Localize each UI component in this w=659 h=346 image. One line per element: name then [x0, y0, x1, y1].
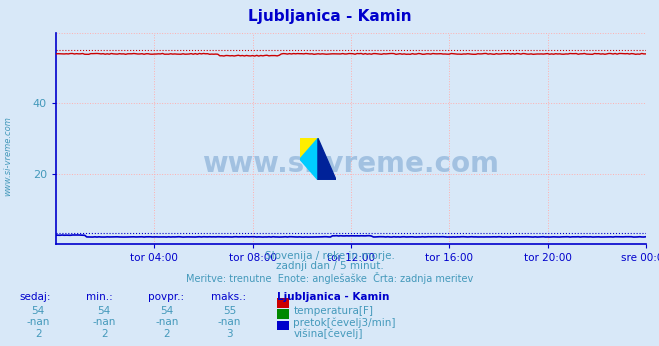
Text: zadnji dan / 5 minut.: zadnji dan / 5 minut.	[275, 261, 384, 271]
Text: 54: 54	[98, 306, 111, 316]
Text: 3: 3	[226, 329, 233, 339]
Text: povpr.:: povpr.:	[148, 292, 185, 302]
Polygon shape	[300, 138, 318, 180]
Text: Meritve: trenutne  Enote: anglešaške  Črta: zadnja meritev: Meritve: trenutne Enote: anglešaške Črta…	[186, 272, 473, 284]
Text: -nan: -nan	[217, 317, 241, 327]
Polygon shape	[300, 138, 318, 159]
Text: višina[čevelj]: višina[čevelj]	[293, 329, 362, 339]
Text: www.si-vreme.com: www.si-vreme.com	[3, 116, 13, 195]
Text: www.si-vreme.com: www.si-vreme.com	[202, 150, 500, 178]
Text: 2: 2	[163, 329, 170, 339]
Text: -nan: -nan	[92, 317, 116, 327]
Text: temperatura[F]: temperatura[F]	[293, 306, 373, 316]
Text: Ljubljanica - Kamin: Ljubljanica - Kamin	[277, 292, 389, 302]
Text: 54: 54	[32, 306, 45, 316]
Text: 2: 2	[35, 329, 42, 339]
Text: -nan: -nan	[155, 317, 179, 327]
Text: min.:: min.:	[86, 292, 113, 302]
Text: 55: 55	[223, 306, 236, 316]
Polygon shape	[318, 138, 336, 180]
Text: sedaj:: sedaj:	[20, 292, 51, 302]
Text: Slovenija / reke in morje.: Slovenija / reke in morje.	[264, 251, 395, 261]
Text: 54: 54	[160, 306, 173, 316]
Text: 2: 2	[101, 329, 107, 339]
Text: pretok[čevelj3/min]: pretok[čevelj3/min]	[293, 317, 396, 328]
Text: -nan: -nan	[26, 317, 50, 327]
Text: maks.:: maks.:	[211, 292, 246, 302]
Text: Ljubljanica - Kamin: Ljubljanica - Kamin	[248, 9, 411, 24]
